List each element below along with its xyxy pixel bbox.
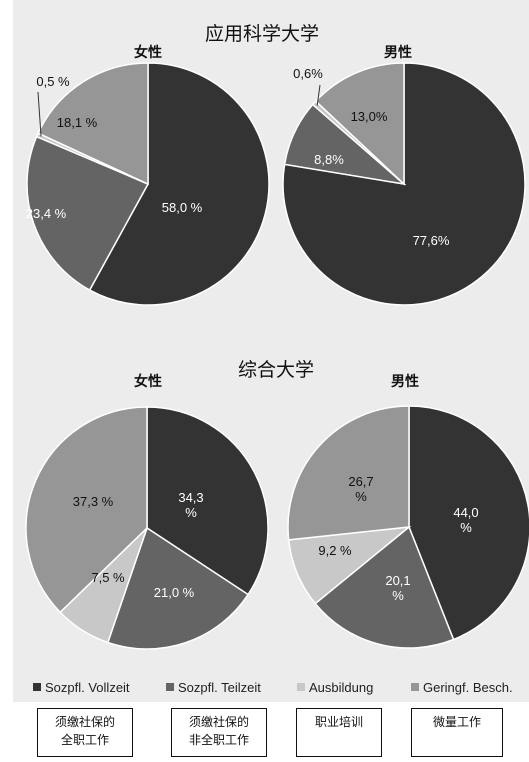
legend-swatch	[411, 683, 419, 691]
annotation-box: 职业培训	[296, 708, 382, 757]
legend-swatch	[33, 683, 41, 691]
annotation-line: 非全职工作	[188, 733, 249, 747]
annotation-box: 微量工作	[411, 708, 503, 757]
pie-slice	[26, 135, 150, 292]
legend: Sozpfl. Vollzeit Sozpfl. Teilzeit Ausbildu…	[33, 680, 513, 695]
pie-slice	[25, 406, 148, 614]
slice-label: 77,6%	[413, 233, 450, 248]
legend-label: Sozpfl. Vollzeit	[45, 680, 130, 695]
legend-label: Sozpfl. Teilzeit	[178, 680, 261, 695]
slice-label: 18,1 %	[57, 115, 98, 130]
pie-slice	[314, 62, 405, 186]
annotation-line: 全职工作	[60, 733, 109, 747]
slice-label: 9,2 %	[318, 543, 352, 558]
legend-label: Geringf. Besch.	[423, 680, 513, 695]
slice-label: 34,3%	[178, 490, 203, 520]
slice-label: 20,1%	[385, 573, 410, 603]
legend-swatch	[166, 683, 174, 691]
leader-line	[37, 91, 42, 137]
annotation-line: 微量工作	[432, 715, 481, 729]
annotation-line: 须缴社保的	[54, 715, 115, 729]
annotation-box: 须缴社保的 全职工作	[37, 708, 133, 757]
slice-label: 8,8%	[314, 152, 344, 167]
slice-label: 13,0%	[351, 109, 388, 124]
section-title-bottom: 综合大学	[238, 359, 314, 381]
slice-label: 21,0 %	[154, 585, 195, 600]
slice-label: 7,5 %	[91, 570, 125, 585]
slice-label: 23,4 %	[26, 206, 67, 221]
pie-slice	[287, 405, 410, 541]
pie-slice	[408, 405, 529, 641]
pie-slice	[106, 526, 250, 650]
slice-label: 44,0%	[453, 505, 478, 535]
section-title-top: 应用科学大学	[205, 23, 319, 45]
legend-label: Ausbildung	[309, 680, 373, 695]
slice-label: 0,5 %	[36, 74, 70, 89]
pie-charts: 58,0 % 23,4 % 0,5 % 18,1 % 77,6% 8,8% 0,6% 13,0…	[25, 62, 529, 650]
leader-line	[316, 84, 321, 106]
pie-title: 女性	[134, 373, 162, 390]
pie-title: 男性	[384, 44, 412, 61]
annotation-box: 须缴社保的 非全职工作	[171, 708, 267, 757]
annotation-line: 须缴社保的	[188, 715, 249, 729]
slice-label: 26,7%	[348, 474, 373, 504]
pie-slice	[88, 62, 270, 306]
slice-label: 37,3 %	[73, 494, 114, 509]
annotation-line: 职业培训	[314, 715, 363, 729]
slice-label: 0,6%	[293, 66, 323, 81]
pie-title: 男性	[391, 373, 419, 390]
legend-swatch	[297, 683, 305, 691]
slice-label: 58,0 %	[162, 200, 203, 215]
pie-slice	[37, 62, 149, 186]
pie-slice	[314, 525, 455, 649]
pie-title: 女性	[134, 44, 162, 61]
